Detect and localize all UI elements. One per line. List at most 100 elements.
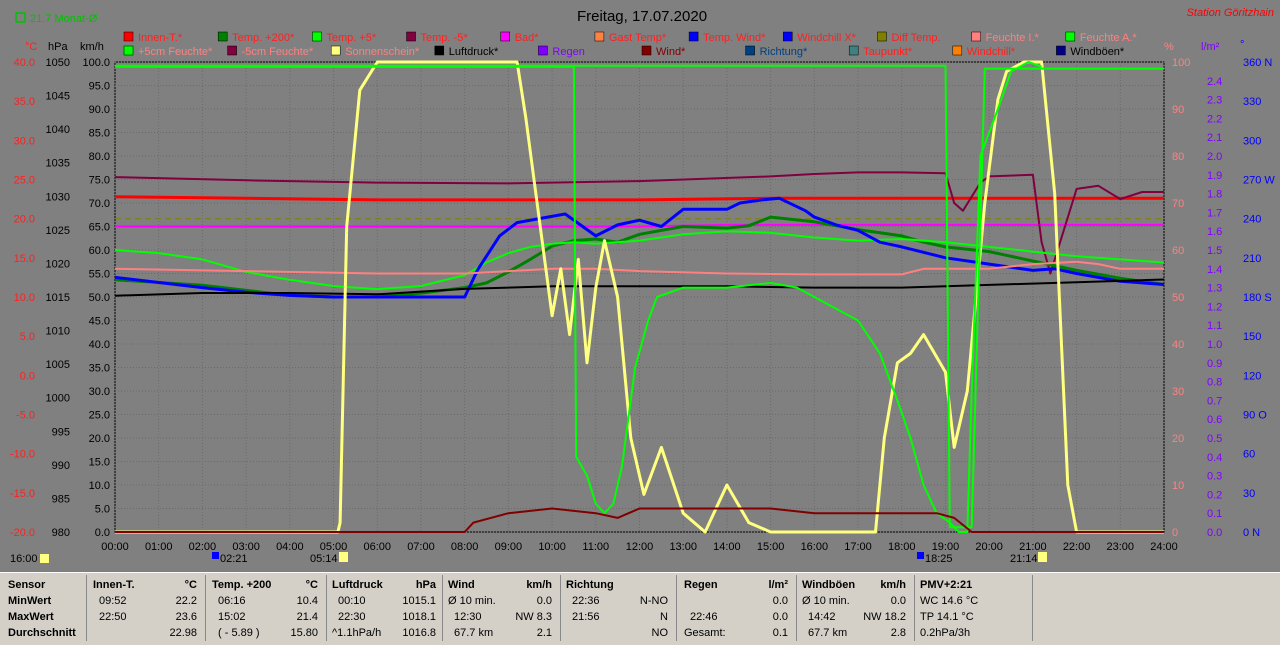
rain_lm2-tick-label: 0.6: [1207, 414, 1222, 426]
temp200-avg-note: ( - 5.89 ): [218, 627, 260, 639]
temp_c-tick-label: -10.0: [10, 449, 35, 461]
direction_deg-tick-label: 270 W: [1243, 175, 1275, 187]
wind-unit: km/h: [526, 579, 552, 591]
series-temp-200: [114, 215, 1165, 299]
separator: [86, 575, 87, 641]
legend-swatch: [538, 45, 548, 56]
legend-swatch: [1056, 45, 1066, 56]
legend-label: Regen: [552, 46, 584, 58]
direction_deg-tick-label: 240: [1243, 214, 1261, 226]
speed_kmh-tick-label: 95.0: [89, 81, 110, 93]
legend-swatch: [971, 31, 981, 42]
legend-swatch: [952, 45, 963, 56]
pressure_hpa-tick-label: 1025: [46, 225, 70, 237]
sunset-icon: [1038, 552, 1047, 562]
sun-icon: [40, 554, 49, 563]
humidity_pct-tick-label: 30: [1172, 386, 1184, 398]
humidity_pct-tick-label: 10: [1172, 480, 1184, 492]
series-bad: [115, 223, 1164, 228]
midnight-label: 16:00: [10, 553, 38, 565]
speed_kmh-tick-label: 100.0: [82, 57, 110, 69]
temp_c-tick-label: 25.0: [14, 175, 35, 187]
temp_c-tick-label: 40.0: [14, 57, 35, 69]
x-tick-label: 16:00: [801, 541, 829, 553]
humidity_pct-tick-label: 50: [1172, 292, 1184, 304]
unit-percent: %: [1164, 41, 1174, 53]
x-tick-label: 09:00: [495, 541, 523, 553]
rain_lm2-tick-label: 1.7: [1207, 207, 1222, 219]
x-tick-label: 00:00: [101, 541, 129, 553]
separator: [796, 575, 797, 641]
pressure_hpa-tick-label: 1030: [46, 191, 70, 203]
station-name: Station Göritzhain: [1187, 7, 1274, 19]
luftdruck-unit: hPa: [415, 579, 436, 591]
speed_kmh-tick-label: 65.0: [89, 222, 110, 234]
wind-r3b: 2.1: [536, 627, 552, 639]
legend-label: Richtung*: [760, 46, 808, 58]
rain_lm2-tick-label: 1.1: [1207, 320, 1222, 332]
temp_c-tick-label: 35.0: [14, 96, 35, 108]
x-tick-label: 24:00: [1150, 541, 1178, 553]
luftdruck-title: Luftdruck: [332, 579, 383, 591]
stats-boeen: Windböen km/h Ø 10 min. 0.0 14:42 NW 18.…: [802, 575, 912, 643]
legend-swatch: [500, 31, 510, 42]
speed_kmh-tick-label: 85.0: [89, 128, 110, 140]
series-temp-5: [114, 230, 1165, 291]
pressure_hpa-tick-label: 1050: [46, 57, 70, 69]
legend-swatch: [594, 31, 605, 42]
x-tick-label: 10:00: [538, 541, 566, 553]
wind-r1b: 0.0: [536, 595, 552, 607]
direction_deg-tick-label: 180 S: [1243, 292, 1272, 304]
pmv-r2: TP 14.1 °C: [920, 611, 974, 623]
direction_deg-tick-label: 90 O: [1243, 410, 1267, 422]
separator: [326, 575, 327, 641]
innen-max-val: 23.6: [175, 611, 197, 623]
rain_lm2-tick-label: 0.0: [1207, 527, 1222, 539]
humidity_pct-tick-label: 100: [1172, 57, 1190, 69]
x-tick-label: 21:00: [1019, 541, 1047, 553]
rain_lm2-tick-label: 0.8: [1207, 377, 1222, 389]
legend-label: Temp. -5*: [421, 32, 469, 44]
sunrise-time: 05:14: [310, 553, 338, 565]
richtung-r3b: NO: [651, 627, 669, 639]
legend-swatch: [688, 31, 699, 42]
series-5cm-feuchte: [115, 61, 1042, 533]
humidity_pct-tick-label: 0: [1172, 527, 1178, 539]
speed_kmh-tick-label: 80.0: [89, 151, 110, 163]
luftdruck-max-time: 22:30: [338, 611, 366, 623]
stats-regen: Regen l/m² 0.0 22:46 0.0 Gesamt: 0.1: [684, 575, 794, 643]
rain_lm2-tick-label: 0.4: [1207, 452, 1222, 464]
x-tick-label: 08:00: [451, 541, 479, 553]
dawn-time: 02:21: [220, 553, 248, 565]
sunset-time: 21:14: [1010, 553, 1038, 565]
boeen-title: Windböen: [802, 579, 856, 591]
innen-max-time: 22:50: [99, 611, 127, 623]
rain_lm2-tick-label: 0.3: [1207, 471, 1222, 483]
legend-label: Temp. +200*: [232, 32, 295, 44]
temp200-min-val: 10.4: [296, 595, 318, 607]
x-tick-label: 12:00: [626, 541, 654, 553]
speed_kmh-tick-label: 50.0: [89, 292, 110, 304]
legend-label: Gast Temp*: [609, 32, 667, 44]
innen-unit: °C: [184, 579, 197, 591]
wind-r3a: 67.7 km: [454, 627, 494, 639]
pressure_hpa-tick-label: 1010: [46, 326, 70, 338]
legend-swatch: [877, 31, 887, 42]
boeen-unit: km/h: [880, 579, 906, 591]
richtung-r2a: 21:56: [572, 611, 600, 623]
series-feuchte-i: [114, 260, 1164, 276]
luftdruck-avg: 1016.8: [402, 627, 436, 639]
rain_lm2-tick-label: 2.1: [1207, 132, 1222, 144]
direction_deg-tick-label: 120: [1243, 370, 1261, 382]
x-tick-label: 19:00: [932, 541, 960, 553]
rain_lm2-tick-label: 1.9: [1207, 170, 1222, 182]
direction_deg-tick-label: 30: [1243, 488, 1255, 500]
speed_kmh-tick-label: 5.0: [95, 504, 110, 516]
humidity_pct-tick-label: 40: [1172, 339, 1184, 351]
separator: [914, 575, 915, 641]
unit-celsius: °C: [25, 41, 37, 53]
temp_c-tick-label: -20.0: [10, 527, 35, 539]
pressure_hpa-tick-label: 1005: [46, 359, 70, 371]
direction_deg-tick-label: 330: [1243, 96, 1261, 108]
wind-r2a: 12:30: [454, 611, 482, 623]
